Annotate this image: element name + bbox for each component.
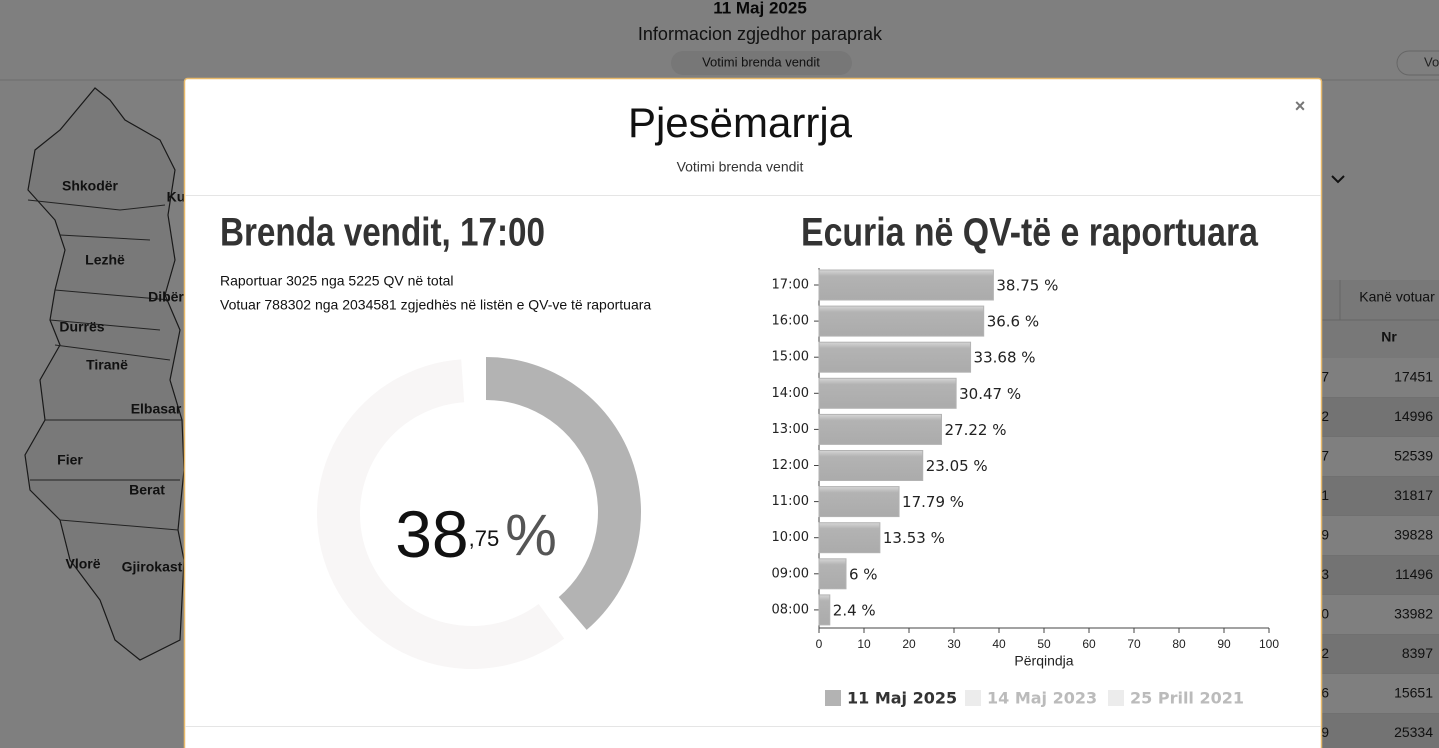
y-tick-label: 14:00 [772,386,809,401]
bar [818,450,924,481]
y-tick-label: 17:00 [772,278,809,293]
x-tick-label: 40 [992,637,1006,651]
y-tick-label: 11:00 [772,494,809,509]
donut-center: 38,75% [395,497,557,571]
bar [818,558,847,590]
legend-label: 25 Prill 2021 [1130,689,1244,708]
modal-title: Pjesëmarrja [628,99,853,146]
x-tick-label: 100 [1259,637,1279,651]
x-tick-label: 70 [1127,637,1141,651]
value-label: 38.75 % [996,277,1058,295]
y-tick-label: 12:00 [772,458,809,473]
x-tick-label: 10 [857,637,871,651]
modal-subtitle: Votimi brenda vendit [677,159,804,175]
donut-label-integer: 38 [395,497,468,571]
bar [818,594,831,626]
legend-swatch [965,690,981,706]
value-label: 36.6 % [987,313,1039,331]
bar [818,305,985,337]
bar [818,413,942,445]
y-tick-label: 13:00 [772,422,809,437]
x-tick-label: 50 [1037,637,1051,651]
value-label: 33.68 % [974,349,1036,367]
y-tick-label: 15:00 [772,350,809,365]
x-tick-label: 0 [816,637,823,651]
bar [818,341,972,373]
info-line: Votuar 788302 nga 2034581 zgjedhës në li… [220,297,651,313]
legend-label: 14 Maj 2023 [987,689,1097,708]
value-label: 2.4 % [833,601,876,619]
y-tick-label: 10:00 [772,530,809,545]
left-heading: Brenda vendit, 17:00 [220,211,545,255]
bar [818,269,994,301]
value-label: 30.47 % [959,385,1021,403]
x-tick-label: 30 [947,637,961,651]
legend-swatch [1108,690,1124,706]
value-label: 17.79 % [902,493,964,511]
bar [818,377,957,409]
donut-arc [486,357,641,630]
close-button[interactable]: × [1295,96,1306,116]
value-label: 27.22 % [944,421,1006,439]
legend-swatch [825,690,841,706]
y-tick-label: 16:00 [772,314,809,329]
y-tick-label: 08:00 [772,602,809,617]
modal [183,77,1323,748]
y-tick-label: 09:00 [772,566,809,581]
donut-label-decimal: ,75 [469,526,500,551]
donut-track [317,359,565,669]
donut-label-unit: % [505,503,557,568]
x-tick-label: 60 [1082,637,1096,651]
bar [818,522,881,554]
bar [818,486,900,518]
value-label: 13.53 % [883,529,945,547]
right-heading: Ecuria në QV-të e raportuara [801,211,1259,255]
x-tick-label: 20 [902,637,916,651]
value-label: 23.05 % [926,457,988,475]
x-tick-label: 80 [1172,637,1186,651]
value-label: 6 % [849,565,878,583]
x-tick-label: 90 [1217,637,1231,651]
x-axis-label: Përqindja [1014,653,1073,669]
legend-label: 11 Maj 2025 [847,689,957,708]
info-line: Raportuar 3025 nga 5225 QV në total [220,273,454,289]
